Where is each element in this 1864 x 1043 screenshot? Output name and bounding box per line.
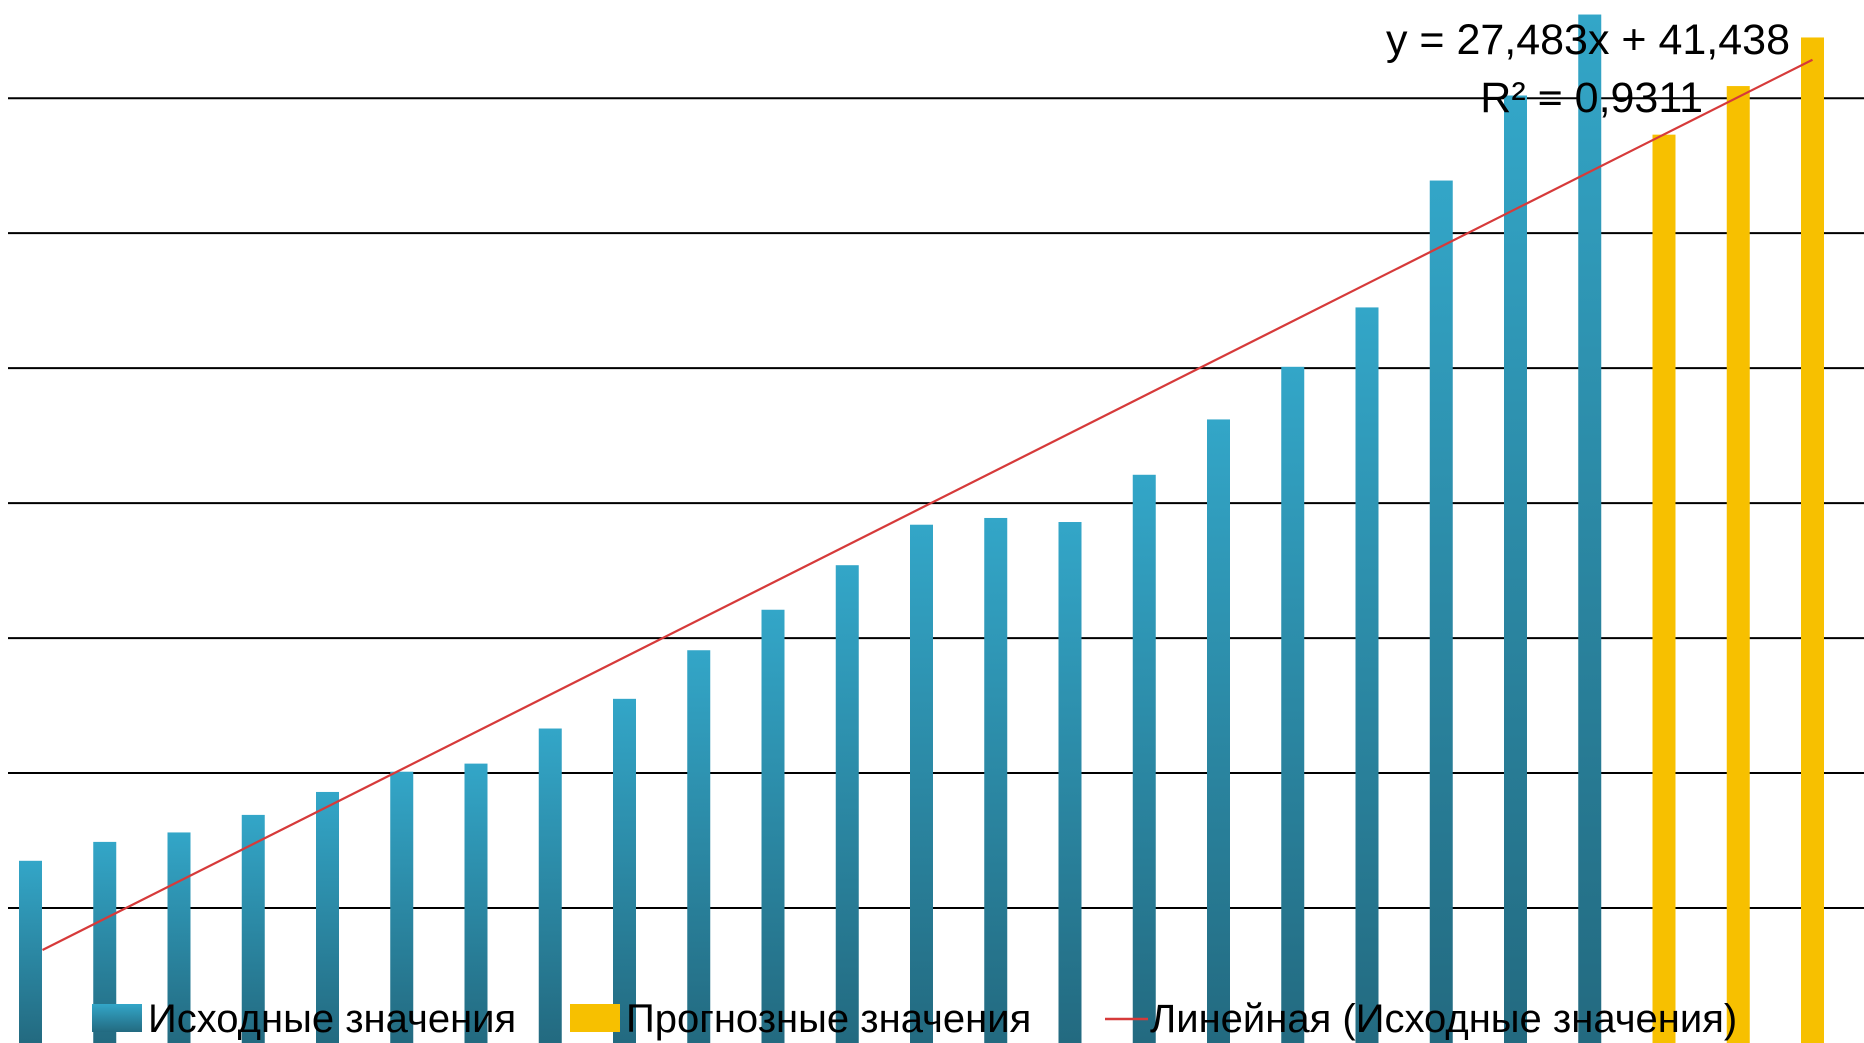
legend-label-original: Исходные значения xyxy=(148,997,516,1041)
bar-forecast xyxy=(1726,86,1750,1043)
trendline-group xyxy=(42,58,1813,951)
bar-original xyxy=(390,771,414,1043)
bar-original xyxy=(19,860,42,1043)
bar-original xyxy=(538,728,562,1043)
bar-original xyxy=(1504,95,1527,1043)
bar-original xyxy=(1132,474,1156,1043)
gridlines xyxy=(8,97,1864,910)
bar-forecast xyxy=(1652,134,1676,1043)
legend-label-trendline: Линейная (Исходные значения) xyxy=(1150,997,1737,1041)
legend: Исходные значения Прогнозные значения Ли… xyxy=(92,997,1737,1041)
bar-original xyxy=(241,814,265,1043)
bar-original xyxy=(1281,366,1305,1043)
bar-original xyxy=(761,609,785,1043)
trendline-r-squared-label: R² = 0,9311 xyxy=(1480,74,1703,122)
bar-original xyxy=(984,517,1008,1043)
legend-swatch-original xyxy=(92,1004,142,1032)
bar-original xyxy=(93,841,117,1043)
bar-original xyxy=(1207,419,1230,1043)
bar-forecast xyxy=(1801,37,1824,1043)
bar-original xyxy=(1429,180,1453,1043)
bar-original xyxy=(1578,14,1602,1043)
trendline xyxy=(42,58,1813,951)
bar-original xyxy=(464,763,488,1043)
bar-original xyxy=(687,650,711,1043)
legend-swatch-forecast xyxy=(570,1004,620,1032)
bars xyxy=(19,14,1824,1043)
bar-original xyxy=(1058,522,1082,1043)
bar-original xyxy=(910,524,933,1043)
trendline-equation: y = 27,483x + 41,438 R² = 0,9311 xyxy=(1386,16,1790,122)
bar-original xyxy=(835,565,859,1043)
bar-original xyxy=(1355,307,1379,1043)
legend-label-forecast: Прогнозные значения xyxy=(626,997,1031,1041)
bar-original xyxy=(613,698,636,1043)
bar-original xyxy=(316,791,339,1043)
trendline-equation-label: y = 27,483x + 41,438 xyxy=(1386,16,1790,64)
